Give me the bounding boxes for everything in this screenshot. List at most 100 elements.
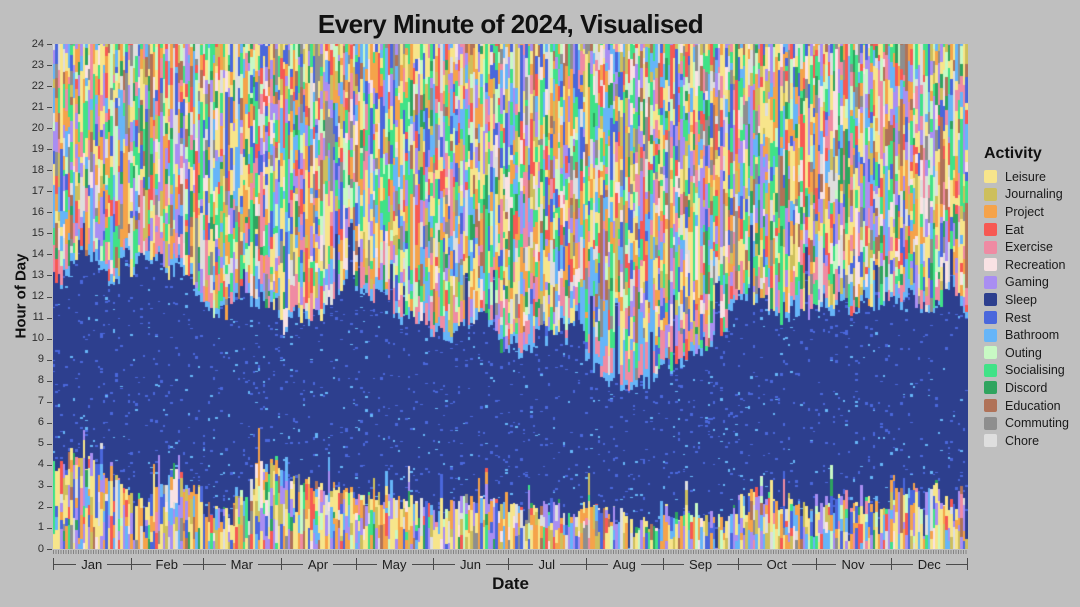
y-tick-label: 2 [37, 500, 44, 513]
legend: Activity Leisure Journaling Project Eat Exer… [984, 145, 1079, 450]
chart-title: Every Minute of 2024, Visualised [317, 9, 704, 39]
legend-items: Leisure Journaling Project Eat Exercise Recre… [984, 168, 1079, 450]
x-axis-title: Date [492, 574, 529, 593]
month-label: Oct [766, 556, 787, 572]
bracket-line [355, 564, 377, 565]
legend-label: Leisure [1005, 169, 1046, 184]
bracket-line [433, 564, 456, 565]
y-tick-mark [47, 128, 52, 130]
legend-label: Education [1005, 398, 1061, 413]
legend-item: Outing [984, 344, 1079, 362]
y-tick-mark [47, 380, 52, 382]
month-cell: Jul [508, 557, 586, 572]
y-tick-mark [47, 65, 52, 67]
bracket-line [257, 564, 281, 565]
legend-item: Project [984, 203, 1079, 221]
y-tick-label: 18 [31, 163, 44, 176]
bracket-line [107, 564, 131, 565]
y-tick-label: 9 [37, 353, 44, 366]
month-cell: Mar [203, 557, 281, 572]
bracket-line [585, 564, 608, 565]
legend-swatch [984, 311, 997, 325]
bracket-line [869, 564, 891, 565]
y-tick-mark [47, 464, 52, 466]
y-tick-mark [47, 527, 52, 529]
bracket-line [130, 564, 151, 565]
legend-item: Journaling [984, 186, 1079, 204]
legend-label: Chore [1005, 433, 1040, 448]
month-cell: Nov [815, 556, 891, 572]
bracket-line [815, 564, 837, 565]
legend-item: Discord [984, 379, 1079, 397]
legend-item: Eat [984, 221, 1079, 239]
legend-item: Recreation [984, 256, 1079, 274]
y-tick-mark [47, 107, 52, 109]
bracket-line [717, 564, 739, 565]
y-tick-label: 15 [31, 226, 44, 239]
y-tick-mark [47, 296, 52, 298]
y-tick-mark [47, 170, 52, 172]
month-cell: Feb [130, 556, 203, 572]
y-tick-label: 10 [31, 332, 44, 345]
legend-item: Education [984, 397, 1079, 415]
y-tick-label: 19 [31, 142, 44, 155]
bracket-line [485, 564, 508, 565]
y-tick-mark [47, 212, 52, 214]
month-label: Aug [612, 556, 636, 572]
y-tick-label: 24 [31, 37, 44, 50]
legend-label: Sleep [1005, 292, 1037, 307]
month-label: May [381, 556, 407, 572]
month-label: Jul [538, 556, 556, 572]
legend-label: Discord [1005, 380, 1048, 395]
legend-item: Gaming [984, 274, 1079, 292]
bracket-line [663, 564, 684, 565]
bracket-line [182, 564, 203, 565]
legend-swatch [984, 170, 997, 184]
y-tick-label: 16 [31, 205, 44, 218]
month-label: Feb [155, 556, 178, 572]
legend-label: Journaling [1005, 187, 1063, 202]
legend-swatch [984, 328, 997, 342]
legend-label: Commuting [1005, 416, 1069, 431]
bracket-line [738, 564, 762, 565]
legend-swatch [984, 293, 997, 307]
y-tick-label: 21 [31, 100, 44, 113]
legend-label: Bathroom [1005, 328, 1060, 343]
y-tick-label: 17 [31, 184, 44, 197]
legend-item: Sleep [984, 291, 1079, 309]
legend-label: Exercise [1005, 240, 1053, 255]
y-tick-label: 13 [31, 268, 44, 281]
month-label: Sep [688, 556, 713, 572]
y-tick-label: 7 [37, 395, 44, 408]
y-tick-label: 22 [31, 79, 44, 92]
y-tick-label: 12 [31, 290, 44, 302]
y-tick-mark [47, 275, 52, 277]
legend-item: Exercise [984, 238, 1079, 256]
legend-item: Socialising [984, 362, 1079, 380]
month-cell: Dec [890, 557, 968, 572]
month-cell: Apr [280, 557, 356, 572]
legend-title: Activity [984, 145, 1042, 162]
legend-swatch [984, 205, 997, 219]
y-tick-label: 5 [37, 437, 44, 450]
y-tick-label: 8 [37, 374, 44, 387]
month-label: Nov [841, 556, 865, 572]
legend-swatch [984, 434, 997, 448]
bracket-line [53, 564, 77, 565]
legend-swatch [984, 346, 997, 360]
y-tick-mark [47, 44, 52, 45]
plot-area [53, 44, 968, 549]
y-tick-mark [47, 317, 52, 319]
month-cell: Aug [585, 556, 664, 572]
legend-label: Outing [1005, 345, 1042, 360]
legend-swatch [984, 381, 997, 395]
legend-item: Commuting [984, 414, 1079, 432]
legend-label: Recreation [1005, 257, 1066, 272]
y-tick-label: 1 [37, 521, 44, 534]
bracket-line [411, 564, 433, 565]
legend-label: Gaming [1005, 275, 1049, 290]
legend-label: Project [1005, 204, 1044, 219]
legend-item: Chore [984, 432, 1079, 450]
y-tick-mark [47, 401, 52, 403]
month-cell: Oct [738, 557, 816, 572]
